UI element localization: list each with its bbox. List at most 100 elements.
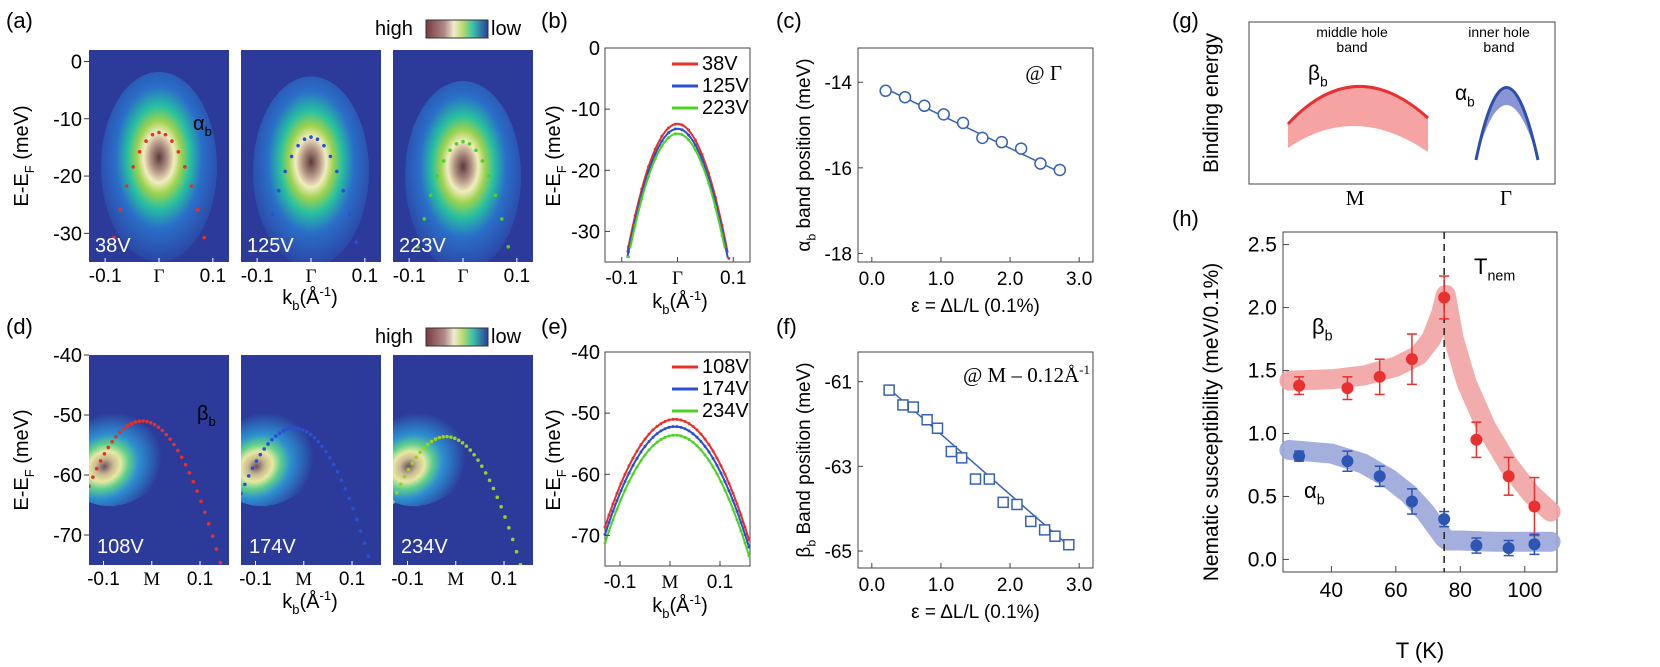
panel-h-chart: βb αb Tnem 40 60 80 100 0.0 0.5 1.0 1.5 2.0 2.5 T (K)… <box>1200 231 1561 663</box>
series-point <box>700 162 704 166</box>
series-point <box>640 197 644 201</box>
band-dispersion-dot <box>425 442 430 447</box>
band-dispersion-dot <box>202 235 207 240</box>
band-dispersion-dot <box>266 442 270 446</box>
series-point <box>723 488 727 492</box>
band-dispersion-dot <box>480 464 484 468</box>
x-tick-label: M <box>662 572 679 593</box>
data-point <box>1293 450 1306 463</box>
band-dispersion-dot <box>304 430 309 434</box>
x-tick-label: 40 <box>1320 579 1343 602</box>
band-dispersion-dot <box>335 169 339 174</box>
band-caption-line2: band <box>1336 39 1367 55</box>
series-point <box>667 425 671 429</box>
band-dispersion-dot <box>110 439 114 444</box>
band-dispersion-dot <box>398 482 403 487</box>
heatmap-intensity <box>393 407 475 507</box>
y-axis-label: E-EF (meV) <box>543 105 569 206</box>
middle-hole-band-fill <box>1288 86 1428 152</box>
series-point <box>631 472 635 476</box>
band-dispersion-dot <box>347 496 351 501</box>
band-symbol-beta: βb <box>1308 62 1328 89</box>
x-tick-label: 1.0 <box>928 269 954 290</box>
series-point <box>747 538 751 542</box>
data-point <box>955 452 968 464</box>
x-tick-label: 0.0 <box>859 575 885 596</box>
band-dispersion-dot <box>422 446 426 450</box>
series-point <box>671 425 675 429</box>
diagram-frame <box>1248 21 1556 185</box>
series-point <box>651 428 655 432</box>
series-point <box>667 418 671 422</box>
series-point <box>655 424 659 428</box>
y-tick-label: -30 <box>571 221 600 243</box>
data-point <box>1025 515 1037 528</box>
panel-f-chart: 0.0 1.0 2.0 3.0 -61 -63 -65 ε = ΔL/L (0.1%) βb B… <box>794 351 1094 623</box>
data-point <box>907 401 920 413</box>
plot-frame <box>857 47 1094 263</box>
band-dispersion-dot <box>176 150 181 154</box>
trend-band <box>1279 285 1561 522</box>
x-tick-label: 60 <box>1384 579 1407 602</box>
x-tick-label: -0.1 <box>605 268 638 289</box>
series-label-beta: βb <box>1312 314 1333 345</box>
series-point <box>615 499 619 503</box>
band-dispersion-dot <box>164 432 169 437</box>
series-point <box>743 525 747 529</box>
series-point <box>626 250 630 254</box>
band-dispersion-dot <box>270 212 275 217</box>
series-point <box>671 433 675 437</box>
band-dispersion-dot <box>402 474 407 479</box>
annotation-m: @ M – 0.12Å-1 <box>963 362 1090 387</box>
series-point <box>719 471 723 475</box>
series-point <box>655 440 659 444</box>
band-dispersion-dot <box>118 430 122 435</box>
colorbar-a: high low <box>375 18 522 40</box>
band-dispersion-dot <box>131 165 135 169</box>
data-point <box>1470 539 1483 552</box>
data-point <box>1502 470 1515 483</box>
series-point <box>671 417 675 421</box>
series-point <box>743 532 747 536</box>
band-dispersion-dot <box>218 560 223 565</box>
band-dispersion-dot <box>467 142 472 146</box>
legend-label: 234V <box>702 400 749 422</box>
series-point <box>667 131 671 135</box>
data-point <box>1341 382 1354 395</box>
data-point <box>1014 142 1028 155</box>
band-dispersion-dot <box>214 547 219 551</box>
x-tick-label: 0.1 <box>187 569 213 590</box>
data-point <box>1470 433 1483 446</box>
band-dispersion-dot <box>324 449 328 454</box>
band-dispersion-dot <box>199 499 203 504</box>
series-point <box>707 459 711 463</box>
series-point <box>623 472 627 476</box>
x-tick-label: 0.1 <box>491 569 517 590</box>
series-point <box>659 422 663 426</box>
band-dispersion-dot <box>487 478 492 483</box>
series-point <box>695 435 699 439</box>
series-point <box>651 435 655 439</box>
series-point <box>631 456 635 460</box>
plot-frame <box>604 351 751 567</box>
band-dispersion-dot <box>472 452 476 457</box>
band-dispersion-dot <box>300 428 305 432</box>
x-tick-label: Γ <box>672 268 683 289</box>
y-tick-label: 0.5 <box>1248 485 1277 508</box>
series-point <box>723 480 727 484</box>
series-point <box>615 507 619 511</box>
band-dispersion-dot <box>441 159 446 163</box>
y-tick-label: 2.5 <box>1248 234 1277 257</box>
band-dispersion-dot <box>183 165 187 169</box>
series-point <box>747 554 751 558</box>
band-dispersion-dot <box>499 504 503 509</box>
series-point <box>707 450 711 454</box>
series-point <box>663 427 667 431</box>
band-symbol-alpha: αb <box>1455 82 1475 109</box>
band-dispersion-dot <box>445 434 449 439</box>
series-point <box>635 465 639 469</box>
band-caption-line2: band <box>1483 39 1514 55</box>
voltage-label: 108V <box>97 536 144 558</box>
heatmap-2 <box>241 50 381 262</box>
band-dispersion-dot <box>124 184 129 188</box>
